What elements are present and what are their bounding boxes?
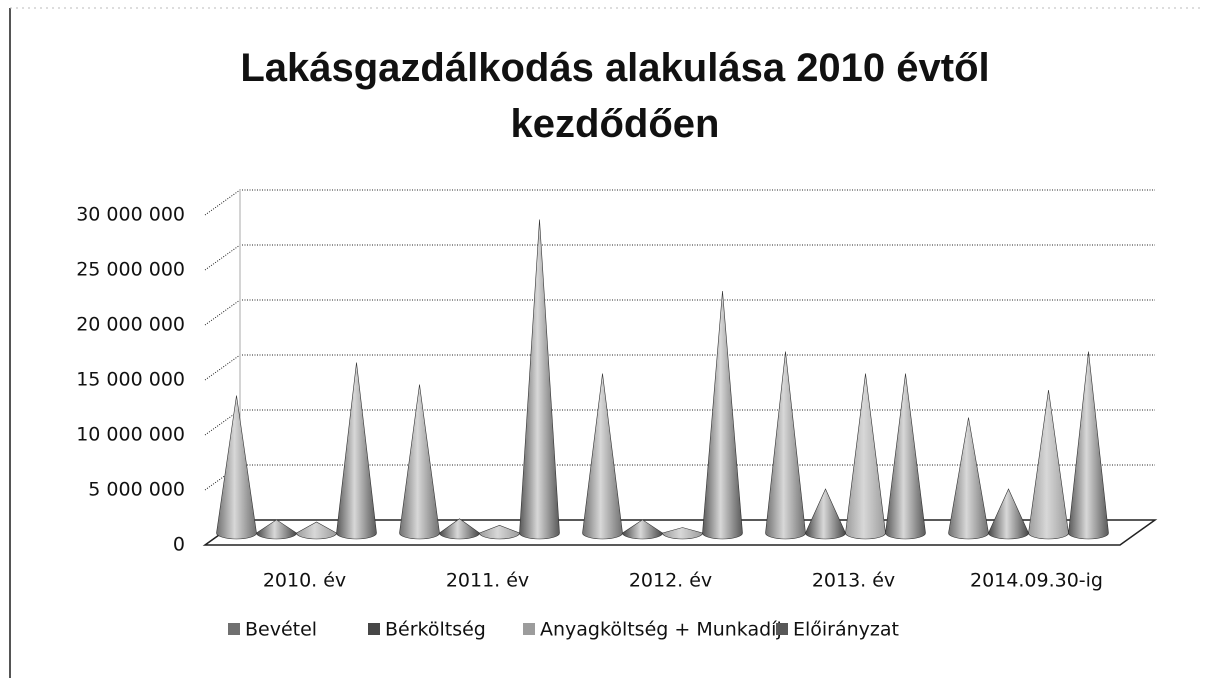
cone [885,373,926,540]
cone [948,417,989,540]
x-tick-label: 2014.09.30-ig [970,570,1103,592]
cone [519,219,560,540]
cone [765,351,806,540]
y-tick-label: 25 000 000 [76,259,185,281]
legend-label: Bevétel [245,619,317,641]
y-tick-label: 15 000 000 [76,369,185,391]
grid-line [204,409,1155,436]
y-tick-label: 5 000 000 [88,479,185,501]
x-tick-label: 2012. év [629,570,712,592]
cone [256,519,297,540]
cone [479,524,520,540]
legend-swatch [776,623,788,635]
legend-swatch [228,623,240,635]
legend-label: Anyagköltség + Munkadíj [540,619,782,641]
cone [845,373,886,540]
y-tick-label: 30 000 000 [76,204,185,226]
cone [216,395,257,540]
cone [582,373,623,540]
x-tick-label: 2013. év [812,570,895,592]
cone [622,519,663,540]
cone [336,362,377,540]
legend-swatch [368,623,380,635]
cone [296,521,337,540]
cone [662,527,703,540]
cone [1068,351,1109,540]
grid-line [204,244,1155,271]
cone [805,488,846,540]
x-tick-label: 2010. év [263,570,346,592]
cone [988,488,1029,540]
cone [439,518,480,540]
chart-title: Lakásgazdálkodás alakulása 2010 évtől ke… [240,46,990,146]
y-tick-label: 20 000 000 [76,314,185,336]
x-tick-label: 2011. év [446,570,529,592]
cone [399,384,440,540]
y-tick-label: 0 [173,534,185,556]
grid-line [204,299,1155,326]
legend-label: Előirányzat [793,619,899,641]
legend-label: Bérköltség [385,619,486,641]
cone [702,290,743,540]
grid-line [204,189,1155,216]
legend-swatch [523,623,535,635]
grid-line [204,354,1155,381]
y-tick-label: 10 000 000 [76,424,185,446]
